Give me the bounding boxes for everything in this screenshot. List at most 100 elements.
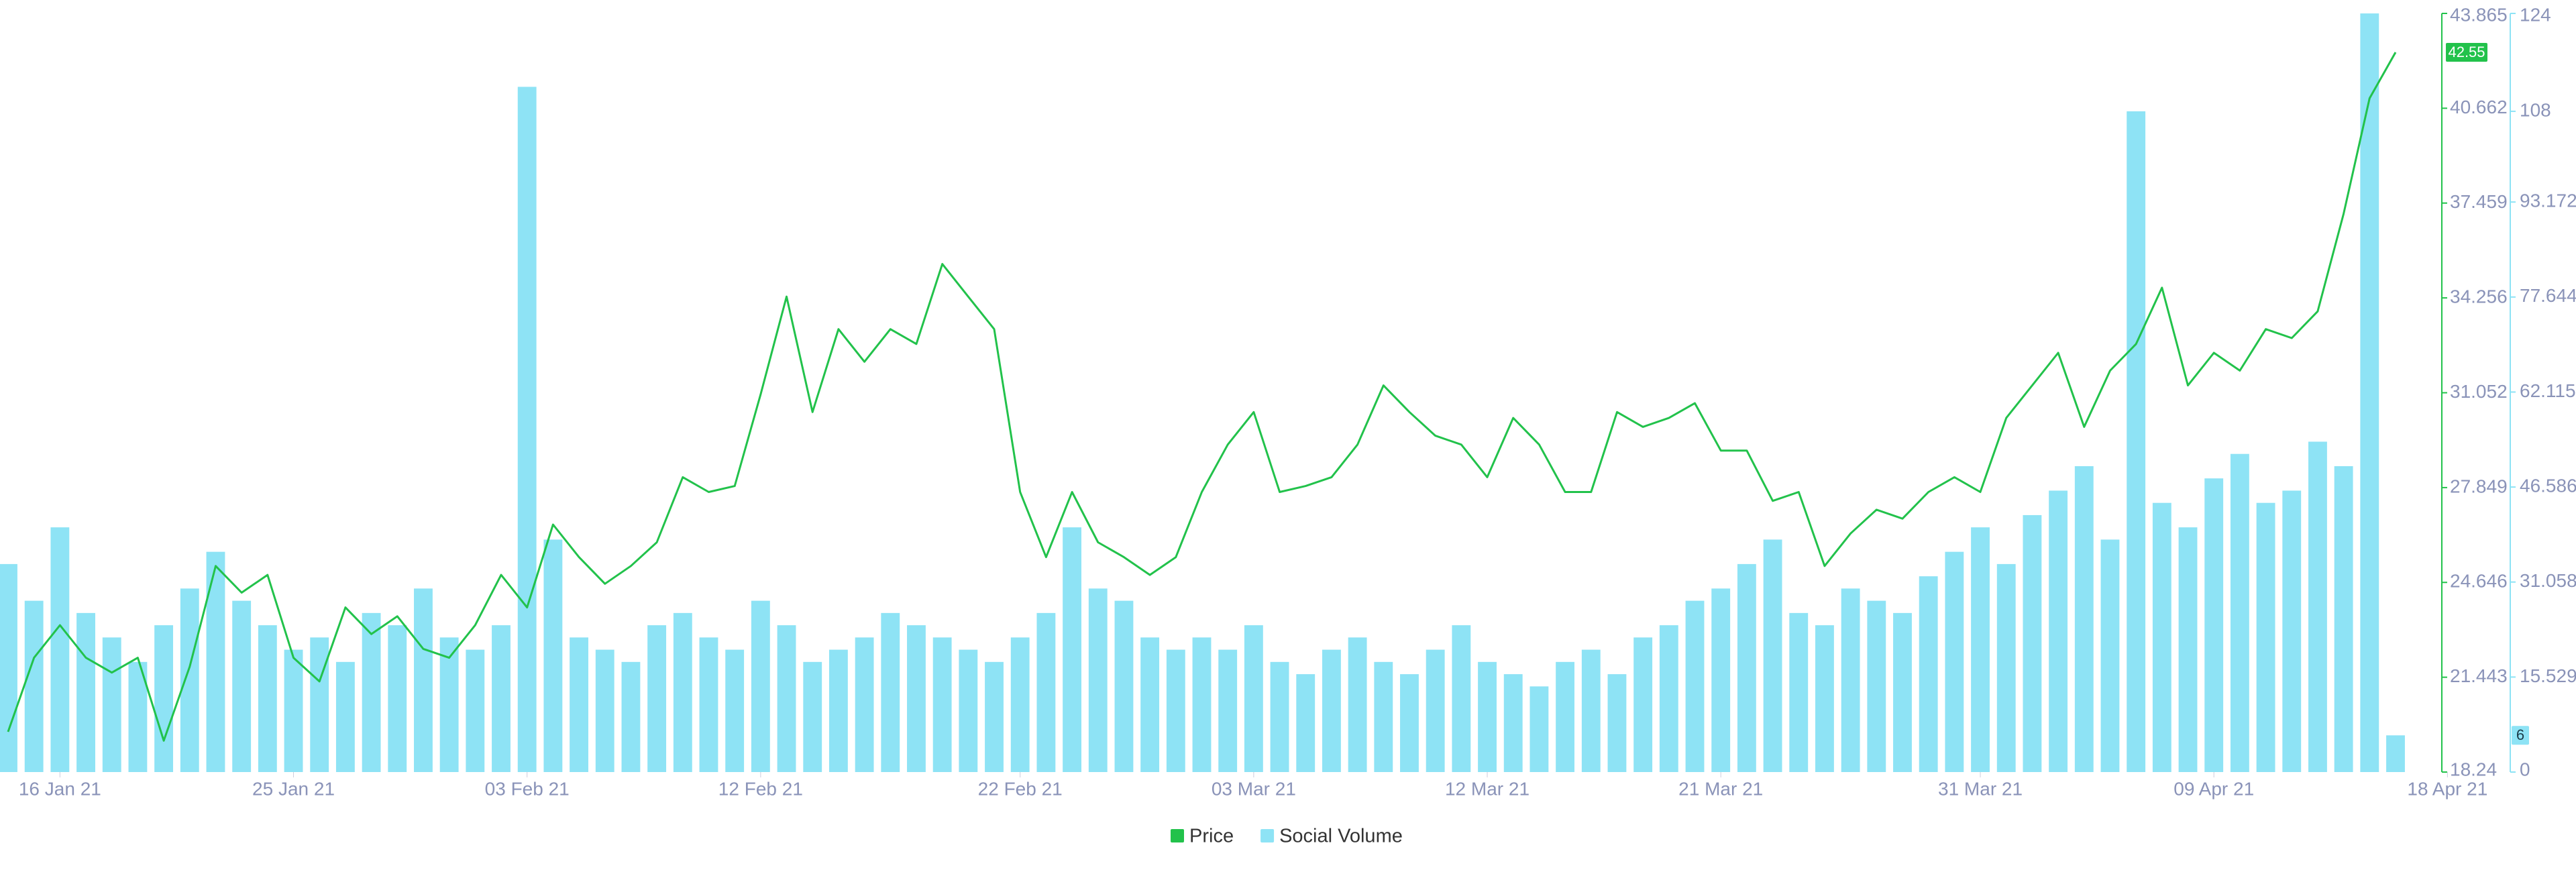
bar <box>102 637 121 772</box>
bar <box>803 661 822 772</box>
y2-tick-label: 15.529 <box>2520 665 2576 686</box>
bar <box>985 661 1004 772</box>
bar <box>1114 600 1134 772</box>
bar <box>492 625 511 772</box>
legend-swatch <box>1171 829 1184 842</box>
bar <box>2360 13 2379 772</box>
bar <box>2074 466 2094 772</box>
bar <box>1088 588 1108 772</box>
bar <box>595 649 614 772</box>
y2-tick-label: 77.644 <box>2520 285 2576 306</box>
x-tick-label: 03 Mar 21 <box>1212 778 1296 799</box>
bar <box>1270 661 1289 772</box>
last-value-tag <box>2446 43 2487 62</box>
bar <box>414 588 433 772</box>
legend: Price Social Volume <box>1171 826 1403 847</box>
bar <box>2049 490 2068 772</box>
y2-tick-label: 124 <box>2520 4 2551 25</box>
bar <box>1010 637 1030 772</box>
bar <box>154 625 174 772</box>
bar <box>1763 539 1782 772</box>
y-tick-label: 43.865 <box>2450 4 2508 25</box>
x-tick-label: 25 Jan 21 <box>252 778 335 799</box>
bar <box>2230 453 2249 772</box>
bar <box>0 563 17 772</box>
bar <box>543 539 563 772</box>
x-tick-label: 16 Jan 21 <box>19 778 101 799</box>
legend-label: Price <box>1189 826 1234 847</box>
y2-tick-label: 108 <box>2520 99 2551 120</box>
y-tick-label: 27.849 <box>2450 476 2508 496</box>
bar <box>647 625 667 772</box>
y-tick-label: 34.256 <box>2450 286 2508 307</box>
y2-tick-label: 93.172 <box>2520 190 2576 211</box>
bar <box>1166 649 1185 772</box>
y-tick-label: 18.24 <box>2450 759 2497 779</box>
x-tick-label: 09 Apr 21 <box>2174 778 2254 799</box>
bar <box>855 637 874 772</box>
bar <box>1945 551 1964 772</box>
bar <box>777 625 796 772</box>
bar <box>517 87 537 773</box>
bar <box>180 588 199 772</box>
bar <box>1348 637 1367 772</box>
bar <box>1996 563 2016 772</box>
bar <box>881 612 900 772</box>
bar <box>2386 735 2405 772</box>
bar <box>2100 539 2120 772</box>
bar <box>1478 661 1497 772</box>
bar <box>1685 600 1705 772</box>
x-tick-label: 12 Mar 21 <box>1445 778 1529 799</box>
bar <box>362 612 381 772</box>
bar <box>310 637 329 772</box>
bar <box>1503 674 1523 772</box>
bar <box>1322 649 1341 772</box>
bar <box>699 637 718 772</box>
bar <box>335 661 355 772</box>
bar <box>1452 625 1471 772</box>
bar <box>206 551 225 772</box>
bar <box>2334 466 2353 772</box>
bar <box>1529 686 1549 772</box>
y2-tick-label: 31.058 <box>2520 570 2576 591</box>
bar <box>2282 490 2302 772</box>
bar <box>1867 600 1886 772</box>
bar <box>1919 576 1938 772</box>
bar <box>2127 111 2146 772</box>
bar <box>1581 649 1601 772</box>
bar <box>258 625 277 772</box>
bar <box>2308 441 2327 772</box>
bar <box>466 649 485 772</box>
bar <box>2178 527 2198 772</box>
bar <box>1607 674 1627 772</box>
y2-tick-label: 46.586 <box>2520 475 2576 496</box>
line <box>7 52 2397 742</box>
bar <box>2204 478 2224 772</box>
bar <box>388 625 407 772</box>
x-tick-label: 22 Feb 21 <box>978 778 1063 799</box>
bar <box>1556 661 1575 772</box>
legend-label: Social Volume <box>1279 826 1403 847</box>
bar <box>1036 612 1056 772</box>
bar <box>932 637 952 772</box>
bar <box>439 637 459 772</box>
bar <box>1893 612 1912 772</box>
last-value-label: 6 <box>2516 726 2524 743</box>
bar <box>959 649 978 772</box>
bar <box>1659 625 1678 772</box>
last-value-label: 42.55 <box>2448 44 2485 60</box>
x-tick-label: 31 Mar 21 <box>1938 778 2023 799</box>
bar <box>1737 563 1756 772</box>
bar <box>725 649 745 772</box>
y-tick-label: 24.646 <box>2450 571 2508 592</box>
bar <box>907 625 926 772</box>
y-tick-label: 21.443 <box>2450 665 2508 686</box>
bar <box>76 612 95 772</box>
y2-tick-label: 0 <box>2520 759 2530 779</box>
bar <box>673 612 692 772</box>
bar <box>751 600 770 772</box>
bar <box>621 661 641 772</box>
bar <box>1140 637 1160 772</box>
bar <box>1426 649 1445 772</box>
y-tick-label: 31.052 <box>2450 381 2508 402</box>
